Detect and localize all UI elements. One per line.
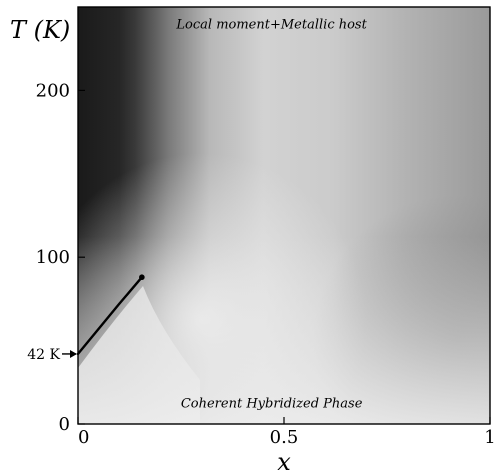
x-tick-label: 1 <box>484 427 495 448</box>
crossover-line <box>76 276 144 356</box>
annotation-42k-label: 42 K <box>27 347 60 363</box>
y-axis-label: T (K) <box>10 16 70 44</box>
x-axis-label: x <box>277 448 291 473</box>
y-tick-label: 200 <box>36 80 70 101</box>
region-label-coherent: Coherent Hybridized Phase <box>181 396 363 411</box>
axis-tick-labels: 0 0.5 1 0 100 200 <box>36 80 496 448</box>
x-tick-label: 0 <box>78 427 89 448</box>
annotation-arrow-icon <box>62 349 77 358</box>
heatmap-field <box>78 7 490 424</box>
axis-ticks <box>77 89 491 425</box>
y-tick-label: 0 <box>59 414 70 435</box>
y-tick-label: 100 <box>36 247 70 268</box>
region-label-local-moment: Local moment+Metallic host <box>175 18 367 33</box>
crossover-endpoint <box>139 274 145 281</box>
x-tick-label: 0.5 <box>270 427 299 448</box>
